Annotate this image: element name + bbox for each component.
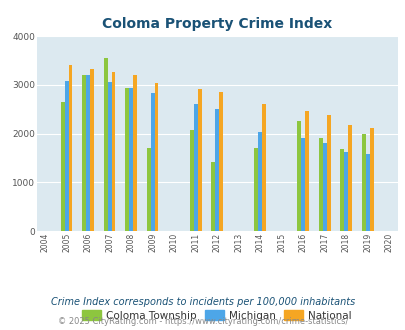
Bar: [82, 75, 86, 231]
Bar: [326, 115, 330, 231]
Text: Crime Index corresponds to incidents per 100,000 inhabitants: Crime Index corresponds to incidents per…: [51, 297, 354, 307]
Bar: [133, 75, 136, 231]
Title: Coloma Property Crime Index: Coloma Property Crime Index: [102, 17, 332, 31]
Bar: [64, 81, 68, 231]
Bar: [347, 125, 351, 231]
Bar: [322, 144, 326, 231]
Bar: [68, 65, 72, 231]
Bar: [197, 89, 201, 231]
Bar: [129, 88, 133, 231]
Bar: [297, 120, 301, 231]
Bar: [190, 130, 193, 231]
Bar: [86, 75, 90, 231]
Bar: [340, 149, 343, 231]
Bar: [318, 138, 322, 231]
Bar: [90, 69, 94, 231]
Bar: [215, 109, 219, 231]
Bar: [365, 153, 369, 231]
Bar: [219, 92, 222, 231]
Bar: [125, 88, 129, 231]
Bar: [254, 148, 258, 231]
Bar: [343, 152, 347, 231]
Bar: [193, 104, 197, 231]
Bar: [305, 111, 308, 231]
Bar: [150, 93, 154, 231]
Bar: [107, 82, 111, 231]
Bar: [61, 102, 64, 231]
Bar: [361, 134, 365, 231]
Bar: [301, 138, 305, 231]
Bar: [258, 132, 262, 231]
Bar: [262, 105, 265, 231]
Bar: [104, 58, 107, 231]
Bar: [369, 128, 373, 231]
Bar: [147, 148, 150, 231]
Legend: Coloma Township, Michigan, National: Coloma Township, Michigan, National: [78, 306, 355, 325]
Bar: [154, 82, 158, 231]
Text: © 2025 CityRating.com - https://www.cityrating.com/crime-statistics/: © 2025 CityRating.com - https://www.city…: [58, 317, 347, 326]
Bar: [211, 162, 215, 231]
Bar: [111, 72, 115, 231]
